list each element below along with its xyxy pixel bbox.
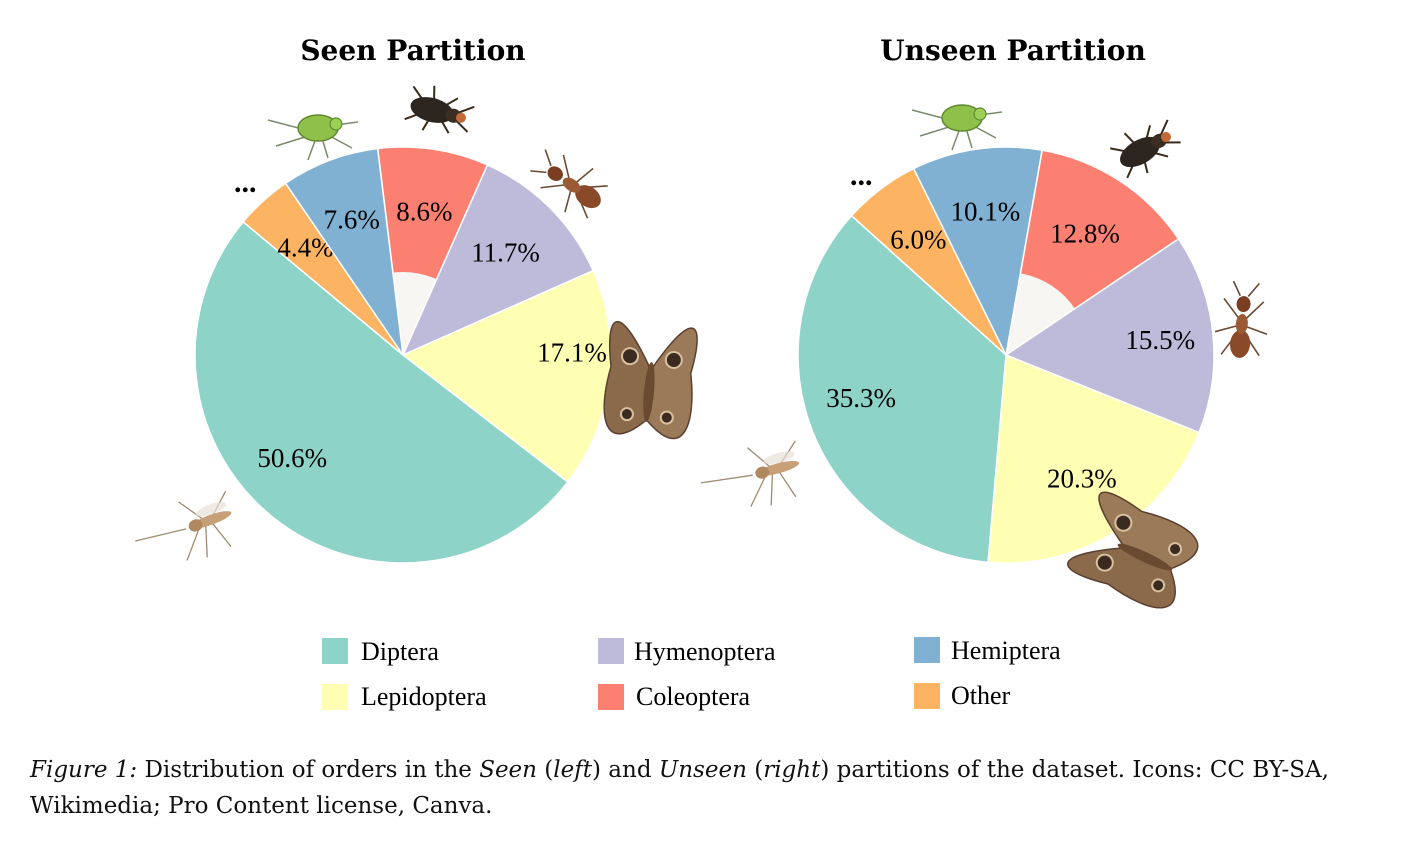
unseen-donut-chart: 12.8% 15.5% 20.3% 35.3% 6.0%10.1% [797,146,1215,564]
seen-chart-title: Seen Partition [300,34,525,67]
beetle-icon [404,85,475,134]
pct-label-diptera: 35.3% [826,383,896,413]
caption-unseen: Unseen [658,757,747,783]
legend-swatch-diptera [322,638,348,664]
legend-label-lepidoptera: Lepidoptera [361,682,487,711]
legend-swatch-other [914,683,940,709]
unseen-chart-title: Unseen Partition [880,34,1146,67]
legend-label-hymenoptera: Hymenoptera [634,637,776,666]
caption-text-1: Distribution of orders in the [137,757,480,783]
beetle-icon [1110,119,1181,179]
aphid-icon [911,104,1003,151]
caption-text-4: ( [746,757,764,783]
pct-label-coleoptera: 12.8% [1050,218,1120,248]
slice-hemiptera [912,146,1043,358]
moth-icon [1067,491,1199,609]
caption-seen: Seen [479,757,537,783]
legend: Diptera Hymenoptera Hemiptera Lepidopter… [322,636,1061,711]
seen-more-ellipsis: ... [234,166,257,199]
mosquito-icon [700,440,800,508]
legend-swatch-hymenoptera [598,638,624,664]
legend-label-diptera: Diptera [361,637,439,666]
pct-label-hymenoptera: 15.5% [1125,325,1195,355]
slice-diptera [797,214,1007,564]
unseen-more-ellipsis: ... [850,159,873,192]
legend-label-other: Other [951,681,1011,710]
pct-label-other: 6.0% [890,224,946,254]
caption-right: right [763,757,821,783]
caption-text-3: ) and [592,757,659,783]
mosquito-icon [135,490,232,561]
aphid-icon [267,114,359,161]
slice-diptera [194,220,569,564]
legend-label-hemiptera: Hemiptera [951,636,1061,665]
legend-swatch-hemiptera [914,637,940,663]
slice-hemiptera [284,147,404,356]
caption-text-2: ( [536,757,554,783]
caption-left: left [553,757,593,783]
ant-icon [530,149,608,219]
pct-label-hemiptera: 10.1% [950,196,1020,226]
ant-icon [1214,280,1268,358]
caption-prefix: Figure 1: [30,757,138,783]
figure-canvas: Seen Partition Unseen Partition 8.6% 11.7… [135,34,1268,711]
pct-label-hemiptera: 7.6% [324,204,380,234]
pct-label-hymenoptera: 11.7% [471,238,540,268]
legend-swatch-lepidoptera [322,684,348,710]
legend-swatch-coleoptera [598,684,624,710]
pct-label-coleoptera: 8.6% [396,197,452,227]
pct-label-lepidoptera: 20.3% [1047,464,1117,494]
legend-label-coleoptera: Coleoptera [636,682,751,711]
slice-hymenoptera [1004,237,1215,434]
pct-label-lepidoptera: 17.1% [537,337,607,367]
moth-icon [603,320,698,440]
seen-donut-chart: 8.6%11.7%17.1%50.6%4.4%7.6% [194,146,612,564]
pct-label-diptera: 50.6% [257,443,327,473]
caption-text-5: ) partitions of the dataset. Icons: CC B… [30,757,1329,819]
figure-caption: Figure 1: Distribution of orders in the … [30,752,1400,824]
slice-hymenoptera [401,163,595,357]
